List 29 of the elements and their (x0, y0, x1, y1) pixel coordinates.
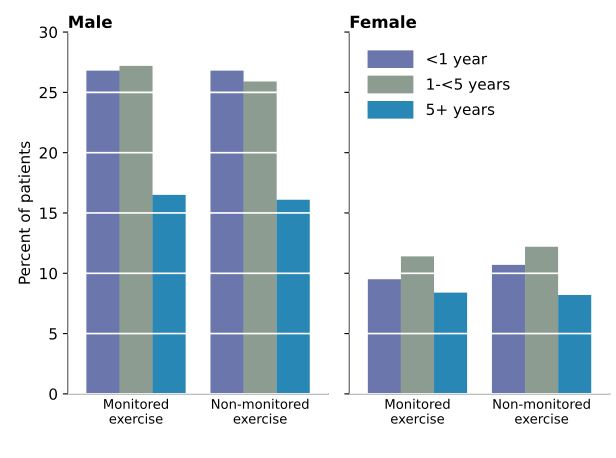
x-tick-label: Monitored exercise (104, 398, 168, 424)
chart-title: Female (350, 15, 416, 28)
y-tick-label: 30 (40, 26, 58, 38)
legend-label: <1 year (427, 53, 488, 68)
y-tick-label: 25 (40, 86, 57, 98)
x-tick-label: Non-monitored exercise (493, 398, 590, 424)
bar (558, 294, 592, 394)
bar (525, 246, 558, 394)
bar (434, 292, 468, 394)
y-tick-label: 0 (49, 388, 58, 400)
bar (210, 70, 244, 394)
chart-title: Male (69, 15, 112, 28)
bar (400, 256, 434, 394)
legend-label: 5+ years (426, 104, 494, 118)
bar (276, 200, 310, 394)
x-tick-label: Monitored exercise (386, 398, 450, 424)
y-tick-label: 5 (49, 328, 57, 340)
legend-label: 1-<5 years (427, 78, 510, 93)
bar (119, 66, 153, 394)
bar (492, 264, 526, 394)
y-axis-title: Percent of patients (18, 142, 34, 284)
y-tick-label: 15 (40, 208, 57, 219)
y-tick-label: 10 (40, 268, 58, 280)
bar (244, 82, 277, 394)
bar (368, 279, 401, 394)
bar (86, 70, 120, 394)
x-tick-label: Non-monitored exercise (212, 398, 308, 424)
bar (152, 194, 186, 394)
y-tick-label: 20 (40, 147, 58, 159)
